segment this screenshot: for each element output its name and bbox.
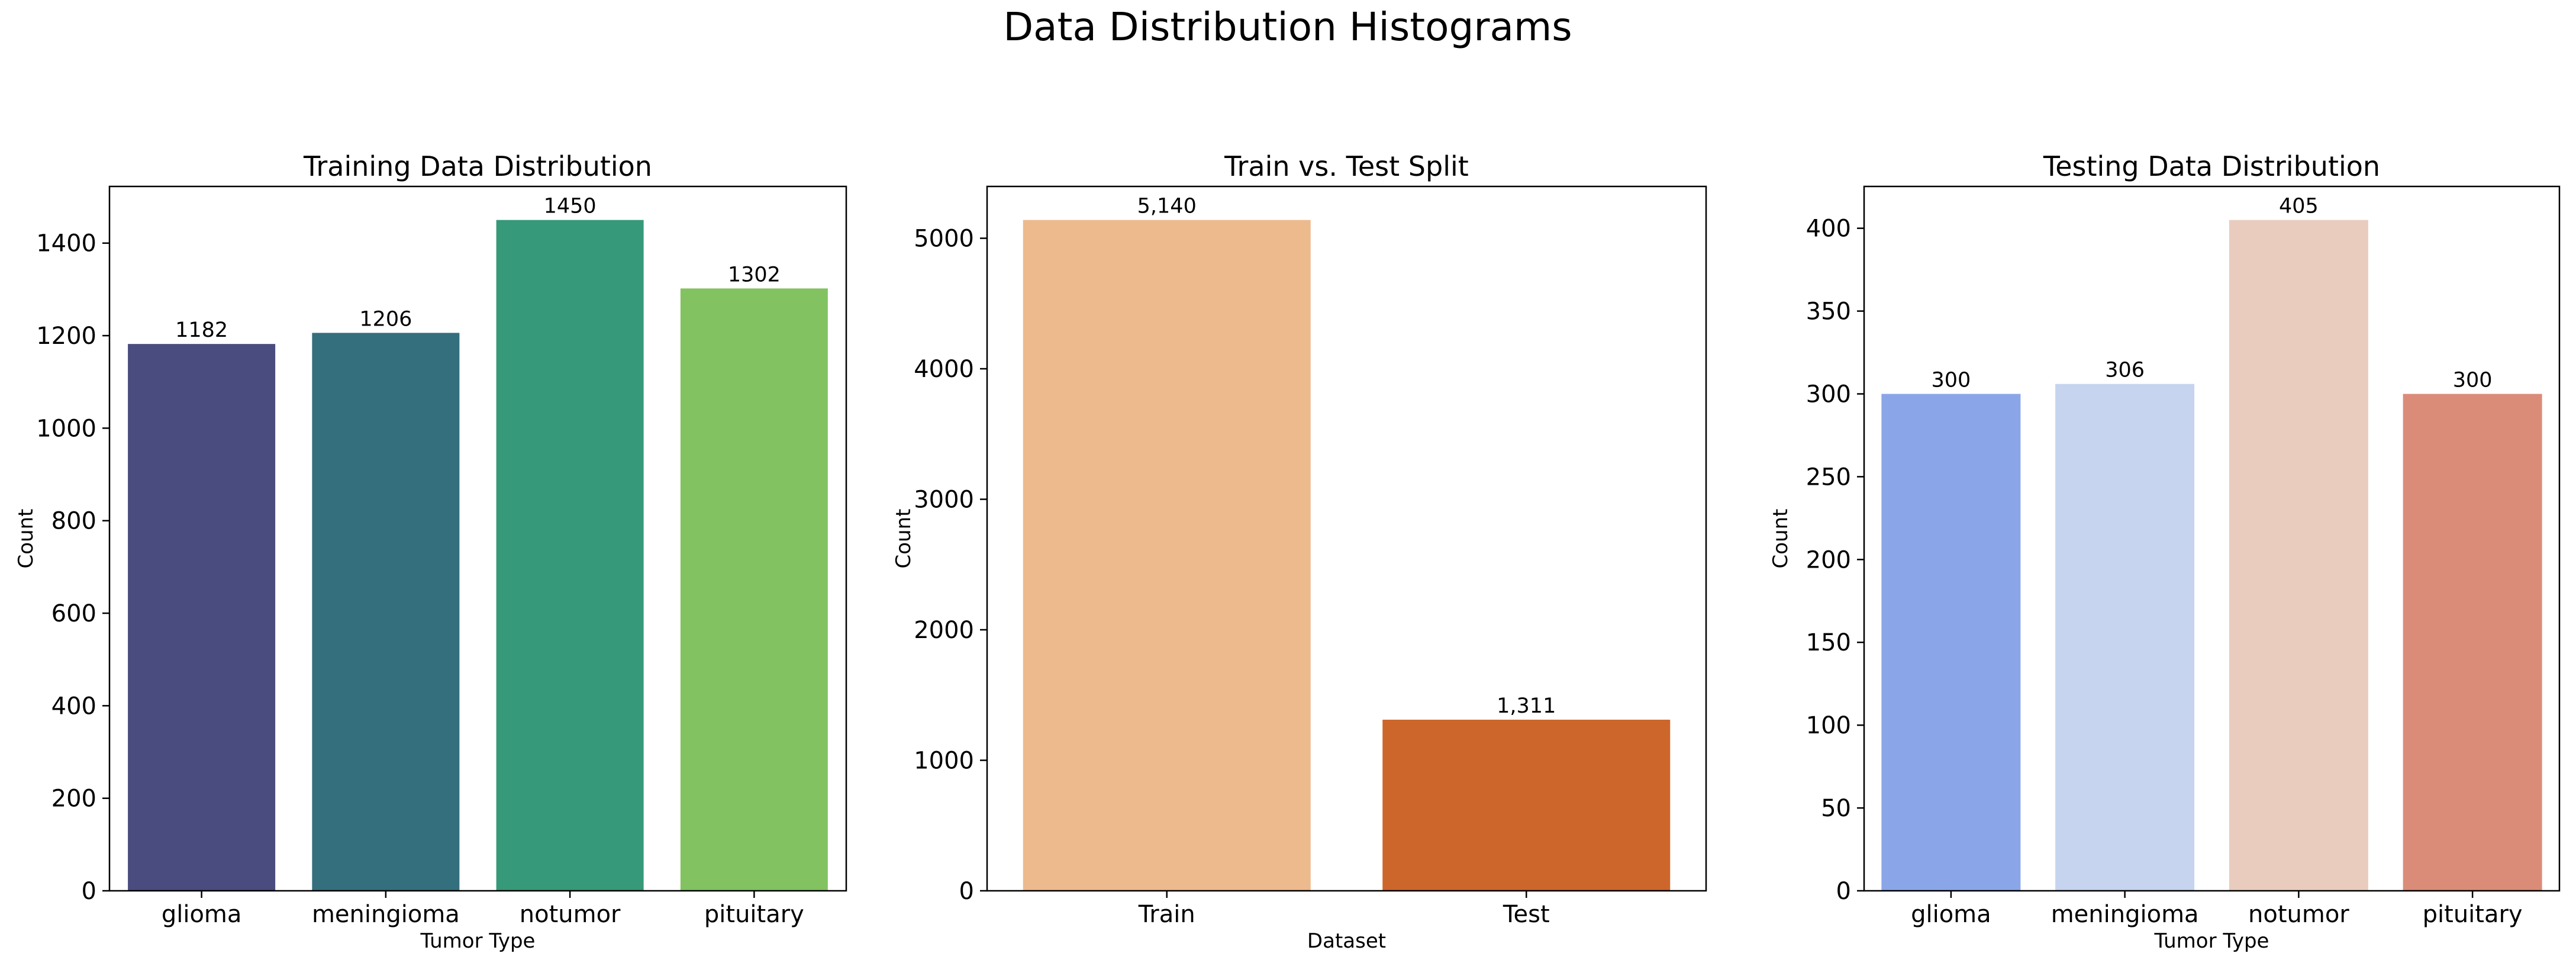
y-tick-label: 300 bbox=[1806, 381, 1851, 408]
x-tick-label-glioma: glioma bbox=[162, 901, 242, 928]
panel-title: Training Data Distribution bbox=[303, 150, 652, 182]
chart-panel-1: Training Data Distribution 1182 glioma 1206… bbox=[14, 150, 847, 953]
x-axis-label: Dataset bbox=[1307, 929, 1386, 953]
x-tick-label-meningioma: meningioma bbox=[2051, 901, 2199, 928]
data-label-notumor: 1450 bbox=[544, 195, 597, 218]
figure-title: Data Distribution Histograms bbox=[1003, 4, 1572, 50]
bar-pituitary bbox=[2403, 394, 2542, 891]
panel-title: Train vs. Test Split bbox=[1224, 150, 1469, 182]
bar-glioma bbox=[1881, 394, 2021, 891]
x-tick-label-notumor: notumor bbox=[2248, 901, 2349, 928]
y-axis-label: Count bbox=[14, 509, 38, 569]
y-tick-label: 350 bbox=[1806, 298, 1851, 326]
y-tick-label: 1000 bbox=[914, 748, 974, 775]
y-tick-label: 0 bbox=[1836, 878, 1851, 905]
x-axis-label: Tumor Type bbox=[2154, 929, 2269, 953]
x-tick-label-train: Train bbox=[1138, 901, 1195, 928]
y-tick-label: 1400 bbox=[36, 230, 96, 257]
x-tick-label-pituitary: pituitary bbox=[2423, 901, 2523, 928]
bar-notumor bbox=[2229, 220, 2368, 891]
x-tick-label-meningioma: meningioma bbox=[312, 901, 460, 928]
data-label-glioma: 1182 bbox=[175, 318, 228, 342]
y-tick-label: 0 bbox=[959, 878, 974, 905]
y-tick-label: 0 bbox=[82, 878, 96, 905]
chart-panel-3: Testing Data Distribution 300 glioma 306 men… bbox=[1769, 150, 2561, 953]
plot-frame bbox=[986, 185, 1707, 892]
plot-frame bbox=[1863, 185, 2561, 892]
x-tick-label-notumor: notumor bbox=[520, 901, 621, 928]
bar-glioma bbox=[128, 344, 276, 891]
x-tick-label-test: Test bbox=[1503, 901, 1550, 928]
bar-test bbox=[1382, 719, 1671, 891]
bar-meningioma bbox=[2055, 384, 2195, 891]
y-tick-label: 600 bbox=[51, 600, 96, 627]
bar-notumor bbox=[496, 220, 644, 891]
data-label-meningioma: 1206 bbox=[359, 307, 412, 331]
y-tick-label: 50 bbox=[1821, 795, 1851, 822]
x-tick-label-glioma: glioma bbox=[1911, 901, 1991, 928]
y-tick-label: 150 bbox=[1806, 629, 1851, 656]
y-tick-label: 5000 bbox=[914, 226, 974, 253]
y-tick-label: 250 bbox=[1806, 463, 1851, 491]
data-label-test: 1,311 bbox=[1497, 694, 1556, 718]
panel-title: Testing Data Distribution bbox=[2043, 150, 2380, 182]
chart-panels: Training Data Distribution 1182 glioma 1206… bbox=[14, 150, 2561, 953]
y-tick-label: 2000 bbox=[914, 617, 974, 644]
y-tick-label: 1200 bbox=[36, 323, 96, 350]
y-tick-label: 400 bbox=[51, 693, 96, 720]
data-label-pituitary: 1302 bbox=[728, 263, 781, 286]
data-label-pituitary: 300 bbox=[2453, 368, 2493, 392]
y-tick-label: 100 bbox=[1806, 712, 1851, 739]
y-tick-label: 200 bbox=[51, 785, 96, 813]
data-label-train: 5,140 bbox=[1137, 195, 1197, 218]
y-tick-label: 200 bbox=[1806, 546, 1851, 574]
x-tick-label-pituitary: pituitary bbox=[704, 901, 804, 928]
data-label-glioma: 300 bbox=[1931, 368, 1971, 392]
y-axis-label: Count bbox=[1769, 509, 1792, 569]
y-tick-label: 1000 bbox=[36, 415, 96, 442]
y-tick-label: 3000 bbox=[914, 487, 974, 514]
bar-meningioma bbox=[312, 333, 460, 891]
plot-frame bbox=[108, 185, 847, 892]
bar-pituitary bbox=[680, 288, 828, 891]
y-axis-label: Count bbox=[892, 509, 915, 569]
chart-panel-2: Train vs. Test Split 5,140 Train 1,311 Test 0… bbox=[892, 150, 1707, 953]
y-tick-label: 800 bbox=[51, 508, 96, 535]
y-tick-label: 400 bbox=[1806, 215, 1851, 243]
bar-train bbox=[1023, 220, 1311, 891]
x-axis-label: Tumor Type bbox=[420, 929, 536, 953]
data-label-meningioma: 306 bbox=[2105, 359, 2145, 382]
data-label-notumor: 405 bbox=[2279, 195, 2319, 218]
y-tick-label: 4000 bbox=[914, 356, 974, 383]
